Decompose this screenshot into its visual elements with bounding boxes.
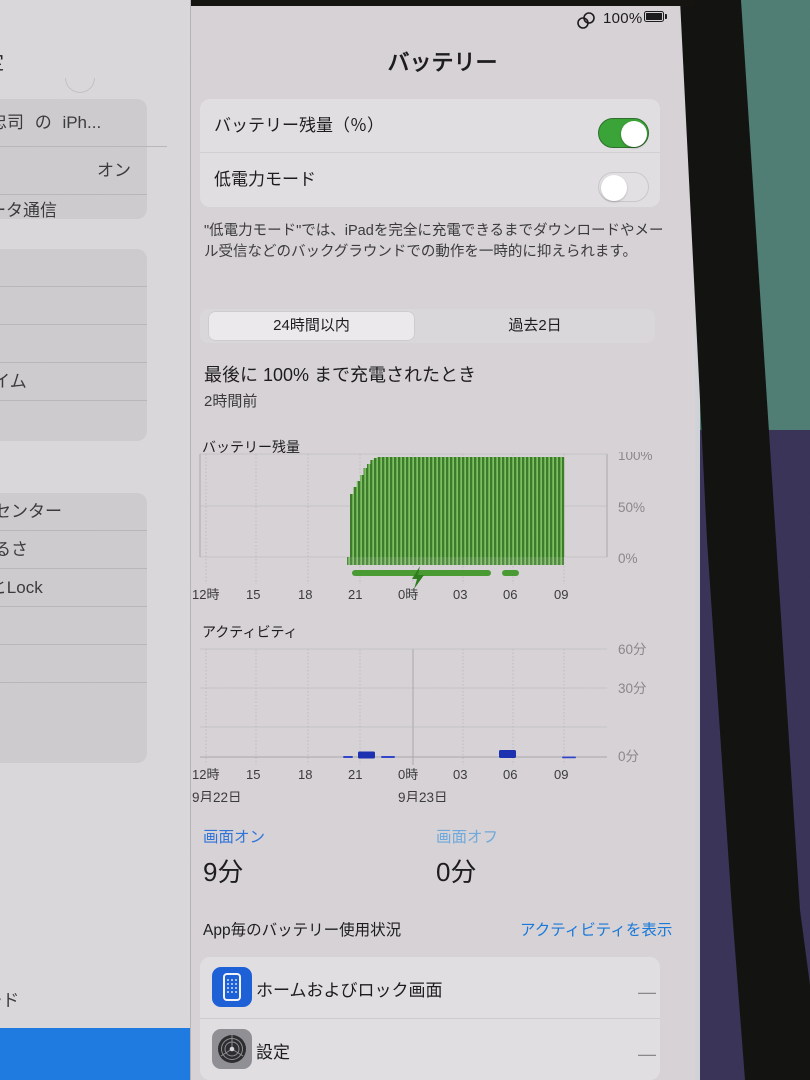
- svg-text:18: 18: [298, 767, 312, 782]
- svg-text:0時: 0時: [398, 587, 418, 602]
- svg-text:12時: 12時: [192, 767, 219, 782]
- svg-text:100%: 100%: [618, 452, 653, 463]
- svg-text:09: 09: [554, 587, 568, 602]
- svg-text:06: 06: [503, 587, 517, 602]
- svg-text:18: 18: [298, 587, 312, 602]
- svg-text:9月22日: 9月22日: [192, 790, 242, 802]
- svg-text:21: 21: [348, 587, 362, 602]
- svg-text:06: 06: [503, 767, 517, 782]
- svg-text:0%: 0%: [618, 551, 638, 566]
- svg-text:12時: 12時: [192, 587, 219, 602]
- svg-text:15: 15: [246, 587, 260, 602]
- svg-text:50%: 50%: [618, 500, 645, 515]
- svg-text:15: 15: [246, 767, 260, 782]
- svg-text:0時: 0時: [398, 767, 418, 782]
- svg-text:60分: 60分: [618, 642, 647, 657]
- svg-text:09: 09: [554, 767, 568, 782]
- svg-text:03: 03: [453, 767, 467, 782]
- svg-text:03: 03: [453, 587, 467, 602]
- svg-text:9月23日: 9月23日: [398, 790, 448, 802]
- svg-text:21: 21: [348, 767, 362, 782]
- svg-text:0分: 0分: [618, 749, 639, 764]
- svg-text:30分: 30分: [618, 681, 647, 696]
